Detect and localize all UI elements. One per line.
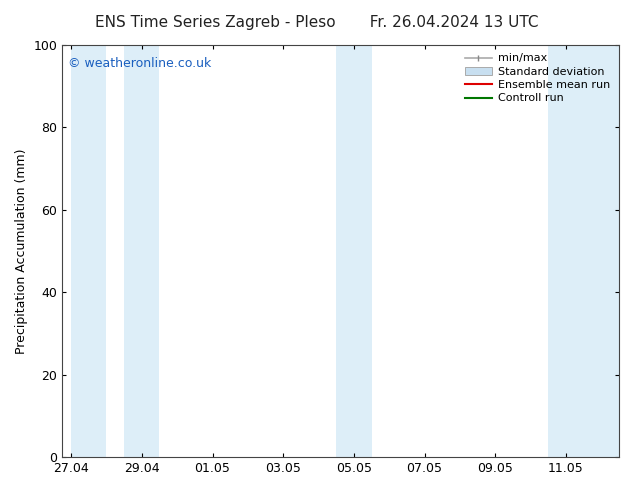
Bar (336, 45, 372, 457)
Bar (71, 45, 107, 457)
Legend: min/max, Standard deviation, Ensemble mean run, Controll run: min/max, Standard deviation, Ensemble me… (461, 50, 614, 107)
Y-axis label: Precipitation Accumulation (mm): Precipitation Accumulation (mm) (15, 148, 28, 354)
Bar (124, 45, 160, 457)
Bar (548, 45, 619, 457)
Text: © weatheronline.co.uk: © weatheronline.co.uk (68, 57, 211, 70)
Text: ENS Time Series Zagreb - Pleso       Fr. 26.04.2024 13 UTC: ENS Time Series Zagreb - Pleso Fr. 26.04… (95, 15, 539, 30)
